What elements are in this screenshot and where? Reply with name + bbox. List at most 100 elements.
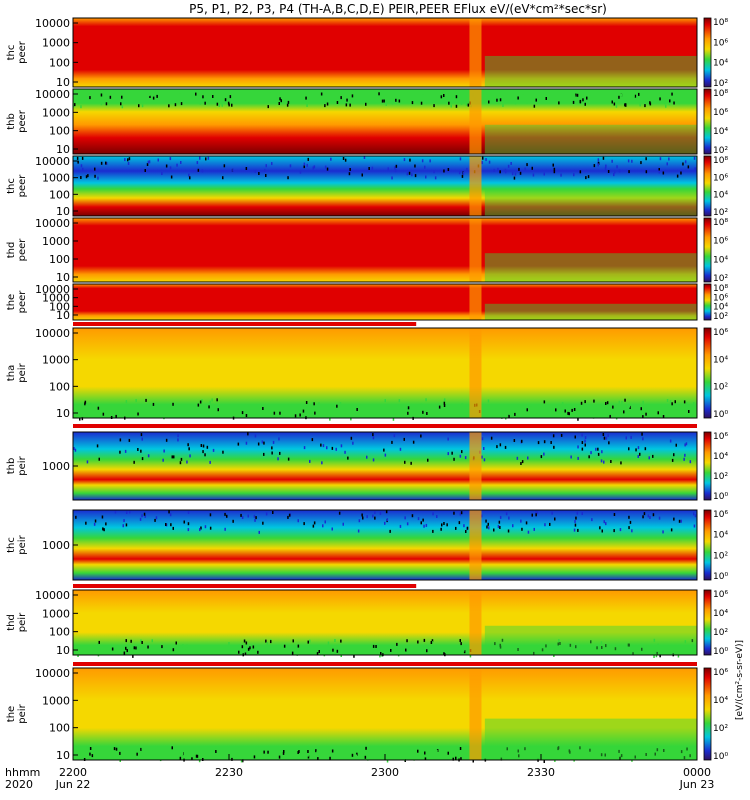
- noise-speck: [152, 96, 155, 100]
- noise-speck: [441, 756, 443, 759]
- noise-speck: [199, 400, 202, 404]
- noise-speck: [121, 105, 124, 109]
- noise-speck: [79, 417, 81, 421]
- noise-speck: [141, 457, 144, 461]
- noise-speck: [91, 754, 94, 758]
- noise-speck: [448, 101, 450, 105]
- noise-speck: [200, 444, 203, 447]
- noise-speck: [501, 638, 504, 642]
- noise-speck: [415, 645, 417, 649]
- noise-speck: [535, 98, 537, 102]
- noise-speck: [79, 95, 81, 99]
- noise-speck: [294, 414, 297, 418]
- noise-speck: [147, 160, 150, 164]
- noise-speck: [196, 754, 199, 758]
- noise-speck: [693, 93, 695, 97]
- noise-speck: [144, 169, 146, 172]
- noise-speck: [652, 513, 655, 517]
- noise-speck: [447, 168, 450, 171]
- noise-speck: [520, 462, 522, 465]
- colorbar-tick-label: 10²: [713, 472, 728, 482]
- noise-speck: [221, 103, 223, 107]
- noise-speck: [673, 101, 675, 105]
- noise-speck: [340, 444, 343, 448]
- noise-speck: [639, 103, 641, 107]
- noise-speck: [541, 648, 544, 652]
- noise-speck: [342, 157, 345, 160]
- noise-speck: [277, 457, 279, 461]
- noise-speck: [122, 524, 124, 528]
- panel-frame: [72, 327, 698, 419]
- noise-speck: [89, 752, 91, 756]
- noise-speck: [362, 516, 364, 520]
- noise-speck: [605, 522, 607, 526]
- noise-speck: [267, 105, 269, 109]
- noise-speck: [574, 520, 576, 523]
- noise-speck: [499, 170, 501, 174]
- noise-speck: [85, 521, 87, 525]
- noise-speck: [576, 93, 579, 97]
- noise-speck: [453, 511, 455, 515]
- noise-speck: [266, 642, 268, 645]
- noise-speck: [433, 104, 435, 108]
- noise-speck: [238, 409, 240, 413]
- noise-speck: [214, 648, 216, 652]
- noise-speck: [364, 755, 367, 759]
- noise-speck: [608, 441, 610, 445]
- noise-speck: [618, 169, 621, 173]
- noise-speck: [682, 162, 684, 166]
- noise-speck: [620, 93, 622, 97]
- noise-speck: [558, 639, 560, 643]
- noise-speck: [572, 100, 575, 104]
- noise-speck: [487, 407, 490, 411]
- colorbar-tick-label: 10²: [713, 628, 728, 638]
- noise-speck: [367, 757, 369, 761]
- noise-speck: [172, 402, 174, 406]
- noise-speck: [564, 409, 566, 413]
- noise-speck: [245, 167, 248, 170]
- noise-speck: [545, 644, 547, 648]
- noise-speck: [157, 158, 159, 162]
- noise-speck: [216, 398, 218, 402]
- noise-speck: [531, 166, 533, 170]
- noise-speck: [497, 167, 499, 171]
- noise-speck: [349, 168, 351, 171]
- noise-speck: [331, 749, 334, 753]
- noise-speck: [535, 513, 537, 517]
- noise-speck: [601, 646, 603, 649]
- noise-speck: [245, 414, 248, 417]
- colorbar-tick-label: 10²: [713, 383, 728, 393]
- noise-speck: [141, 514, 143, 518]
- noise-speck: [399, 524, 402, 528]
- noise-speck: [148, 160, 151, 164]
- noise-speck: [677, 654, 680, 658]
- noise-speck: [432, 406, 434, 409]
- noise-speck: [265, 639, 267, 643]
- noise-speck: [249, 646, 251, 650]
- noise-speck: [209, 400, 211, 404]
- noise-speck: [579, 170, 582, 174]
- noise-speck: [138, 104, 140, 108]
- noise-speck: [307, 750, 309, 753]
- noise-speck: [532, 173, 535, 177]
- noise-speck: [169, 513, 172, 517]
- noise-speck: [258, 530, 260, 534]
- noise-speck: [675, 406, 677, 410]
- noise-speck: [351, 94, 354, 98]
- noise-speck: [425, 523, 428, 527]
- y-tick-label: 10: [56, 749, 70, 762]
- noise-speck: [80, 105, 82, 109]
- noise-speck: [649, 516, 651, 519]
- noise-speck: [461, 174, 464, 178]
- noise-speck: [296, 652, 298, 656]
- colorbar-tick-label: 10⁶: [713, 293, 728, 303]
- noise-speck: [517, 749, 519, 753]
- noise-speck: [613, 173, 615, 177]
- noise-speck: [597, 447, 599, 451]
- noise-speck: [187, 443, 189, 447]
- colorbar: [703, 431, 712, 501]
- noise-speck: [626, 649, 628, 653]
- noise-speck: [297, 751, 299, 754]
- colorbar-tick-label: 10⁰: [713, 647, 728, 657]
- noise-speck: [398, 756, 400, 760]
